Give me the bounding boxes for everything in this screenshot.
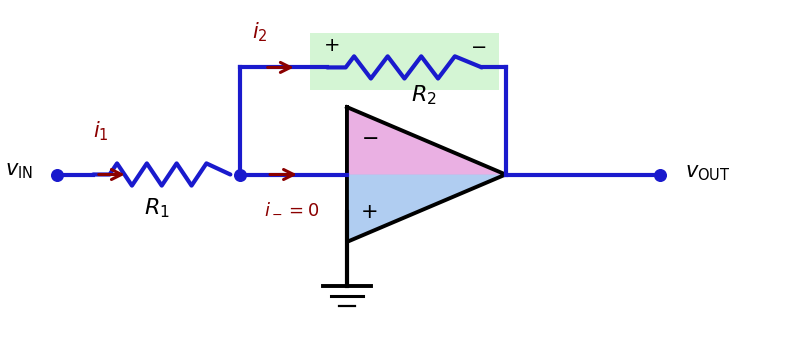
Text: $i_- = 0$: $i_- = 0$: [264, 199, 319, 217]
Text: $-$: $-$: [469, 36, 486, 55]
Point: [654, 172, 666, 177]
Text: $R_2$: $R_2$: [411, 83, 437, 107]
Point: [51, 172, 64, 177]
Polygon shape: [347, 107, 505, 174]
Text: $+$: $+$: [360, 202, 378, 222]
Text: $v_{\mathrm{OUT}}$: $v_{\mathrm{OUT}}$: [685, 163, 731, 183]
Text: $v_{\mathrm{IN}}$: $v_{\mathrm{IN}}$: [6, 161, 33, 181]
Text: $-$: $-$: [360, 127, 378, 147]
Text: $R_1$: $R_1$: [143, 196, 170, 220]
Text: $+$: $+$: [323, 36, 340, 55]
FancyBboxPatch shape: [310, 32, 499, 90]
Polygon shape: [347, 174, 505, 242]
Text: $i_1$: $i_1$: [93, 119, 109, 143]
Point: [234, 172, 246, 177]
Text: $i_2$: $i_2$: [252, 20, 268, 44]
